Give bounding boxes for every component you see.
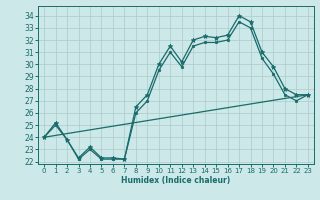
X-axis label: Humidex (Indice chaleur): Humidex (Indice chaleur) [121, 176, 231, 185]
